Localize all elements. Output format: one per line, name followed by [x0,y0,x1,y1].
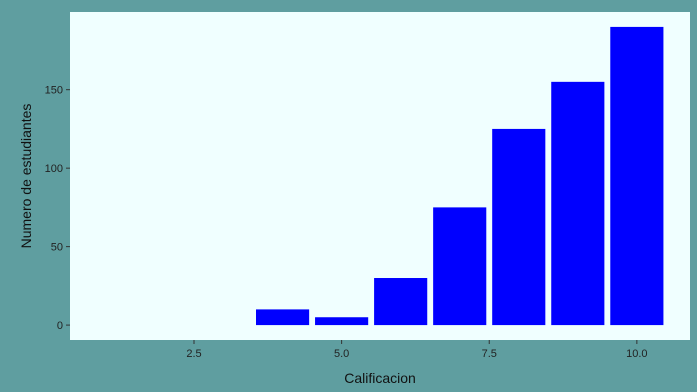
y-tick-label: 50 [51,242,63,254]
x-tick-label: 5.0 [334,348,349,360]
y-axis-title: Numero de estudiantes [18,104,34,249]
bars-group [256,26,664,326]
x-tick-label: 2.5 [186,348,201,360]
y-tick-label: 150 [45,85,63,97]
bar [374,278,428,326]
bar [433,207,487,326]
x-tick-label: 7.5 [482,348,497,360]
y-tick-label: 0 [57,320,63,332]
bar [551,81,605,326]
y-tick-label: 100 [45,163,63,175]
x-tick-label: 10.0 [626,348,647,360]
y-axis: 0 50 100 150 [45,85,70,332]
bar [610,26,664,326]
x-axis: 2.5 5.0 7.5 10.0 [186,340,648,360]
x-axis-title: Calificacion [344,370,416,386]
bar [315,317,369,326]
bar [256,309,310,326]
bar [492,128,546,326]
